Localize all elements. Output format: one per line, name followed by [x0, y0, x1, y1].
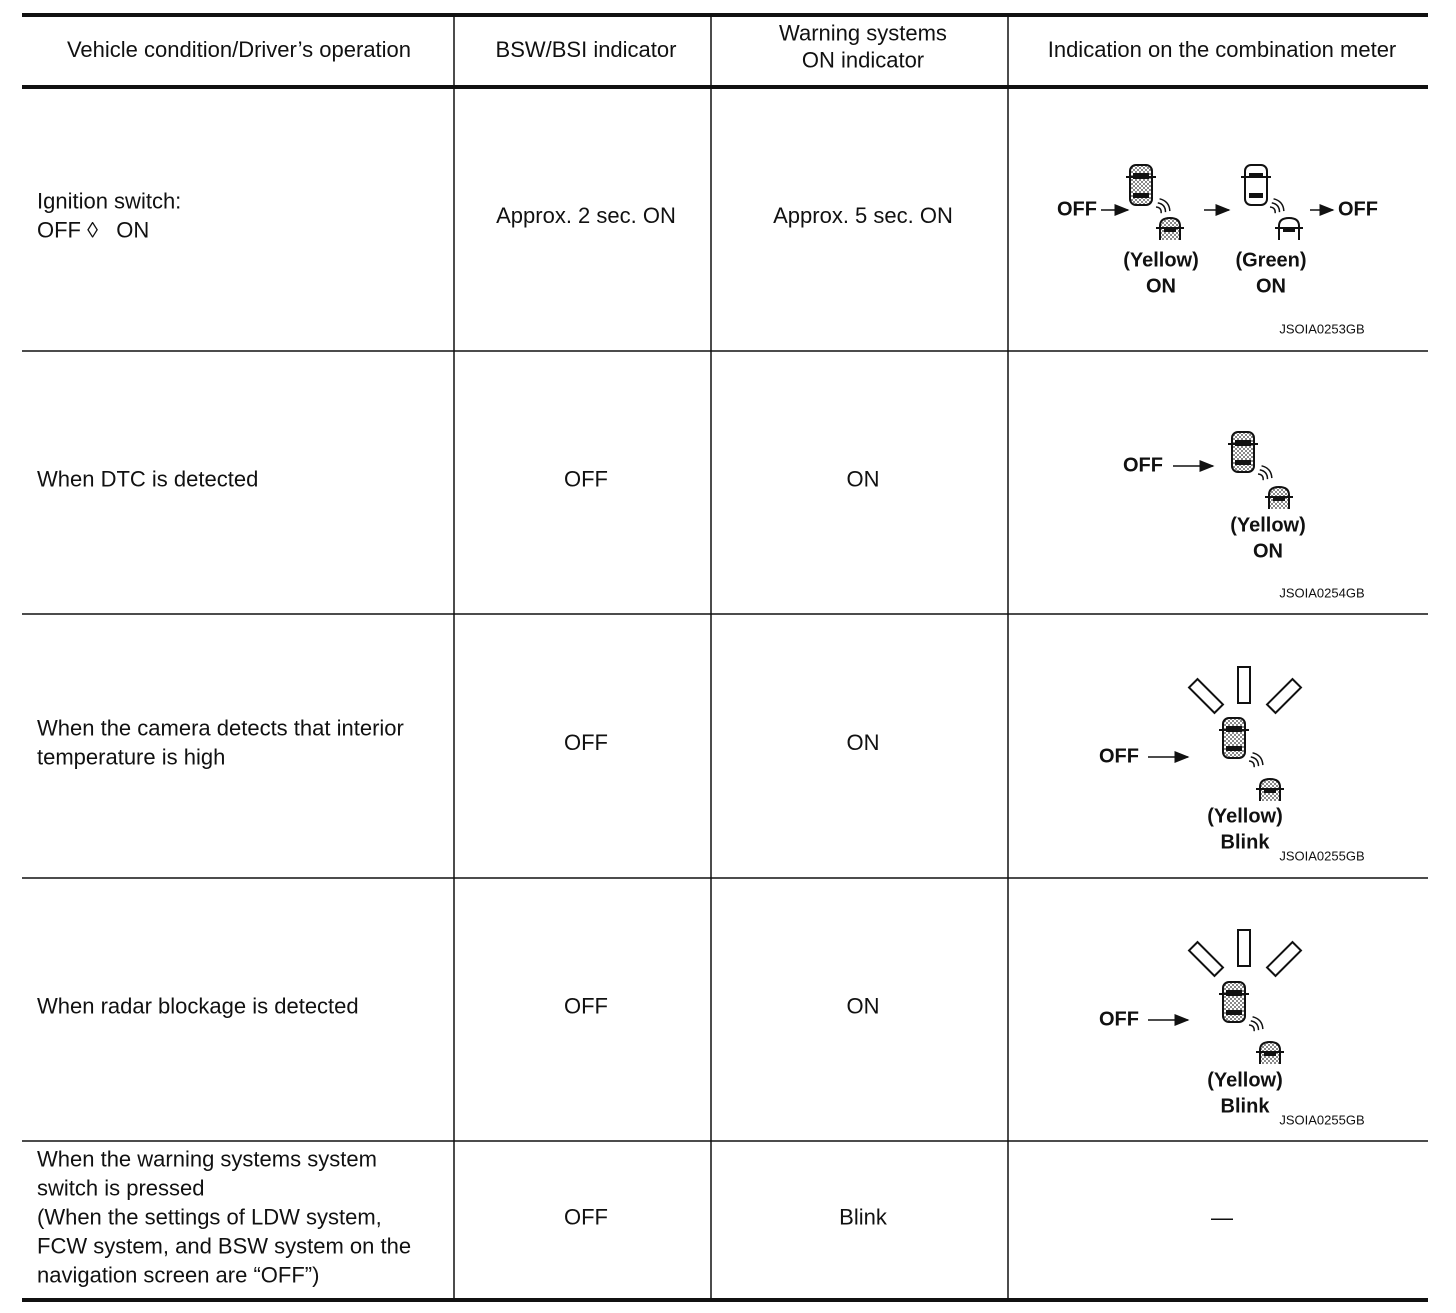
waves [1245, 1014, 1266, 1035]
car-icon [1274, 217, 1304, 241]
header-text: Indication on the combination meter [1048, 37, 1397, 62]
beam [1237, 929, 1251, 967]
cell-text: Blink [839, 1204, 888, 1229]
figure-label: OFF [1123, 454, 1163, 476]
figure-label: ON [1146, 275, 1176, 297]
beam [1266, 678, 1302, 714]
car-icon [1227, 431, 1259, 473]
cell-text: ON [847, 993, 880, 1018]
figure-label: OFF [1338, 198, 1378, 220]
figure-label: (Green) [1235, 249, 1306, 271]
header-text: BSW/BSI indicator [496, 37, 677, 62]
cell-text: Approx. 2 sec. ON [496, 203, 676, 228]
car-icon [1218, 717, 1250, 759]
car-icon [1255, 778, 1285, 802]
figure-label: (Yellow) [1230, 514, 1306, 536]
cell-text: OFF [564, 730, 608, 755]
waves [1266, 196, 1287, 217]
car-icon [1264, 486, 1294, 510]
car-icon [1155, 217, 1185, 241]
beam [1237, 666, 1251, 704]
figure-code: JSOIA0253GB [1279, 321, 1364, 336]
figure: OFF (Yellow) Blink JSOIA0255GB [1099, 666, 1365, 863]
beam [1266, 941, 1302, 977]
car-icon [1218, 981, 1250, 1023]
cell-text: — [1211, 1205, 1233, 1230]
condition-text: Ignition switch: [37, 188, 181, 213]
cell-text: ON [847, 466, 880, 491]
header-text: Warning systems [779, 20, 947, 45]
cell-text: ON [847, 730, 880, 755]
waves [1152, 196, 1173, 217]
condition-text: OFF ◊ ON [37, 217, 149, 242]
figure-label: (Yellow) [1207, 1069, 1283, 1091]
beam [1188, 941, 1224, 977]
figure-label: Blink [1221, 831, 1271, 853]
condition-text: (When the settings of LDW system, [37, 1204, 382, 1229]
figure: OFF OFF (Yellow) ON (Green) ON JSOIA0253… [1057, 164, 1378, 336]
cells: Vehicle condition/Driver’s operation BSW/… [37, 20, 1396, 1287]
figure-code: JSOIA0255GB [1279, 848, 1364, 863]
car-icon [1125, 164, 1157, 206]
condition-text: When the camera detects that interior [37, 715, 404, 740]
condition-text: When radar blockage is detected [37, 993, 359, 1018]
condition-text: When DTC is detected [37, 466, 258, 491]
figure: OFF (Yellow) Blink JSOIA0255GB [1099, 929, 1365, 1127]
waves [1254, 463, 1275, 484]
condition-text: switch is pressed [37, 1175, 205, 1200]
condition-text: When the warning systems system [37, 1146, 377, 1171]
figure-code: JSOIA0255GB [1279, 1112, 1364, 1127]
rules [22, 13, 1428, 1302]
car-icon [1255, 1041, 1285, 1065]
cell-text: Approx. 5 sec. ON [773, 203, 953, 228]
figure-label: (Yellow) [1123, 249, 1199, 271]
cell-text: OFF [564, 993, 608, 1018]
condition-text: temperature is high [37, 744, 225, 769]
figure-label: Blink [1221, 1095, 1271, 1117]
cell-text: OFF [564, 1204, 608, 1229]
waves [1245, 750, 1266, 771]
figure-code: JSOIA0254GB [1279, 585, 1364, 600]
condition-text: FCW system, and BSW system on the [37, 1233, 411, 1258]
figure-label: OFF [1099, 745, 1139, 767]
figure-label: ON [1253, 540, 1283, 562]
figure-label: (Yellow) [1207, 805, 1283, 827]
beam [1188, 678, 1224, 714]
figure-label: OFF [1099, 1008, 1139, 1030]
header-text: ON indicator [802, 47, 924, 72]
figure-label: ON [1256, 275, 1286, 297]
condition-text: navigation screen are “OFF”) [37, 1262, 319, 1287]
figure: OFF (Yellow) ON JSOIA0254GB [1123, 431, 1365, 600]
header-text: Vehicle condition/Driver’s operation [67, 37, 411, 62]
figure-label: OFF [1057, 198, 1097, 220]
cell-text: OFF [564, 466, 608, 491]
car-icon [1240, 164, 1272, 206]
